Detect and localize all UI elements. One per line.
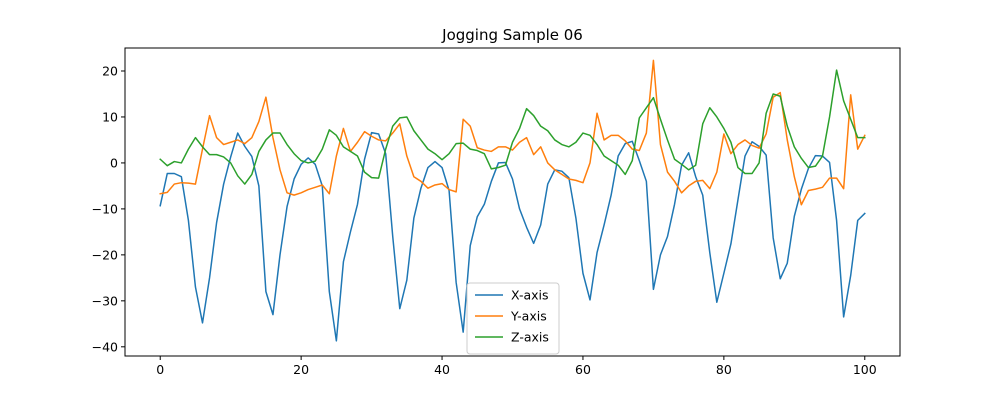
y-tick-label: 10 — [102, 109, 118, 124]
plot-frame — [124, 47, 901, 357]
plot-series — [159, 59, 866, 342]
chart-title: Jogging Sample 06 — [441, 26, 583, 44]
x-tick-label: 0 — [156, 362, 164, 377]
axis-ticks: 0 20 40 60 80 100 −40 −30 −20 −10 0 10 20 — [92, 63, 877, 377]
y-tick-label: −30 — [92, 293, 118, 308]
y-tick-label: −40 — [92, 339, 118, 354]
legend-label: Y-axis — [510, 309, 547, 324]
x-tick-label: 40 — [434, 362, 450, 377]
legend: X-axis Y-axis Z-axis — [466, 282, 560, 355]
x-tick-label: 60 — [575, 362, 591, 377]
series-line-y-axis — [159, 59, 866, 206]
legend-label: Z-axis — [511, 330, 549, 345]
y-tick-label: −20 — [92, 247, 118, 262]
x-tick-label: 20 — [293, 362, 309, 377]
x-tick-label: 100 — [853, 362, 877, 377]
legend-label: X-axis — [511, 288, 549, 303]
series-line-x-axis — [159, 131, 866, 342]
series-line-z-axis — [159, 69, 866, 185]
y-tick-label: 20 — [102, 63, 118, 78]
y-tick-label: 0 — [110, 155, 118, 170]
y-tick-label: −10 — [92, 201, 118, 216]
x-tick-label: 80 — [716, 362, 732, 377]
